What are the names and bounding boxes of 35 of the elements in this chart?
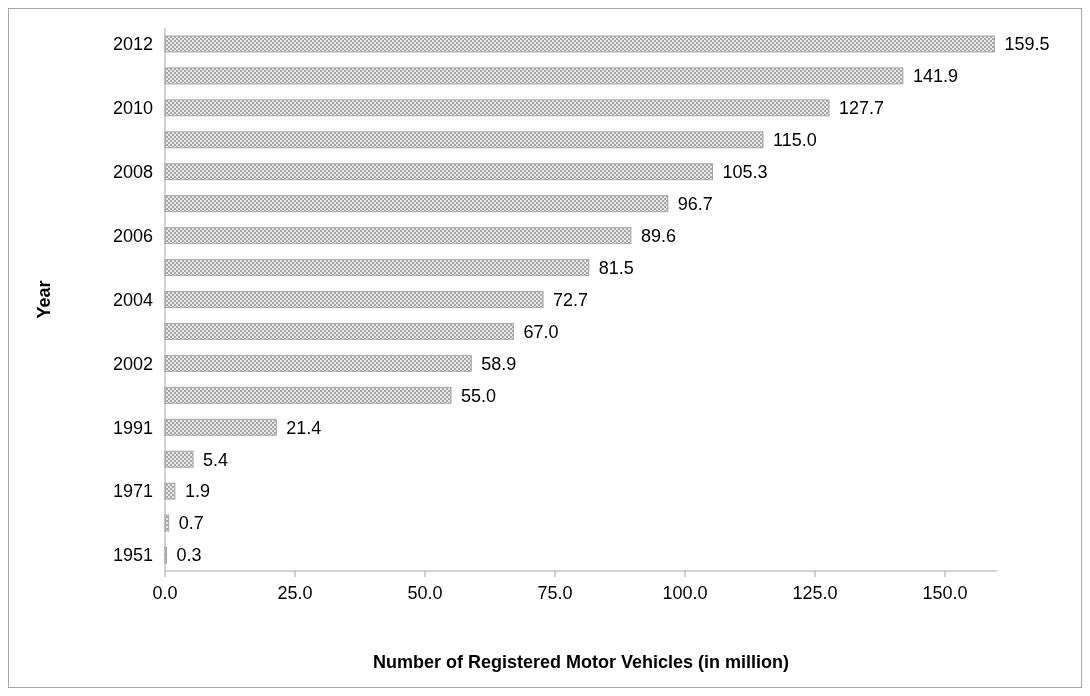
x-tick-label: 0.0 [152,583,178,603]
y-tick-label: 1991 [112,417,153,438]
y-tick-label: 2006 [112,225,153,246]
data-label: 89.6 [640,225,676,246]
data-label: 115.0 [773,130,817,151]
y-tick-label: 2004 [112,289,153,310]
data-label: 159.5 [1004,34,1050,55]
x-tick-label: 25.0 [277,583,313,603]
x-tick-label: 125.0 [792,583,838,603]
data-label: 72.7 [553,289,589,310]
data-label: 105.3 [722,162,768,183]
x-tick-label: 75.0 [537,583,573,603]
x-axis-title: Number of Registered Motor Vehicles (in million) [372,652,790,672]
data-label: 1.9 [184,481,210,502]
data-label: 58.9 [481,353,517,374]
x-tick-label: 150.0 [922,583,968,603]
data-label: 21.4 [286,417,322,438]
y-tick-label: 2010 [112,98,153,119]
y-tick-label: 2012 [112,34,153,55]
y-tick-label: 2002 [112,353,153,374]
y-tick-label: 1951 [112,545,153,566]
data-label: 55.0 [461,385,497,406]
data-label: 67.0 [523,321,559,342]
data-label: 0.3 [176,545,202,566]
y-tick-label: 2008 [112,162,153,183]
data-label: 0.7 [178,513,204,534]
data-label: 127.7 [839,98,885,119]
data-label: 81.5 [598,257,634,278]
y-axis-title: Year [34,280,54,319]
x-tick-label: 100.0 [662,583,708,603]
data-label: 141.9 [912,66,958,87]
y-tick-label: 1971 [112,481,153,502]
data-label: 5.4 [203,449,229,470]
data-label: 96.7 [677,193,713,214]
x-tick-label: 50.0 [407,583,443,603]
